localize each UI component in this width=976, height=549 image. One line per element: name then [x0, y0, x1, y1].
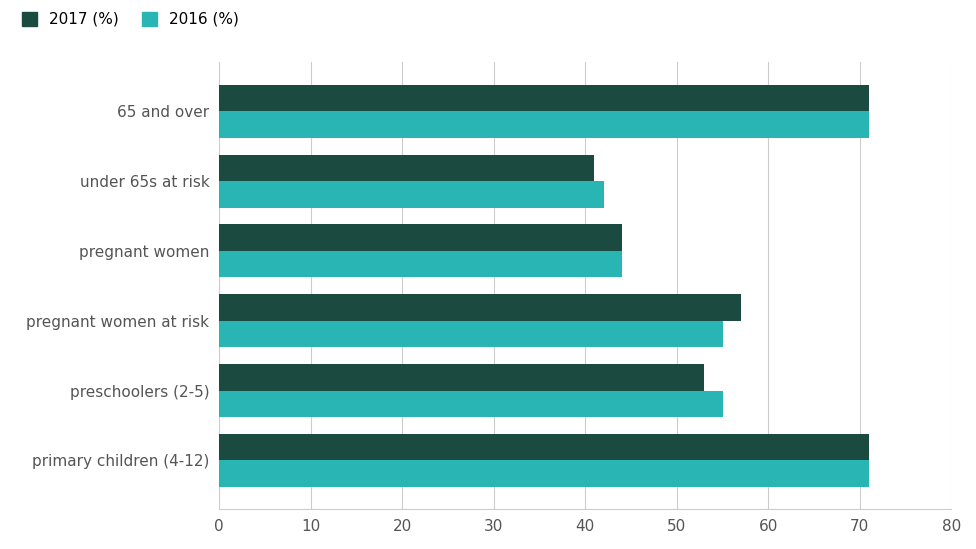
- Bar: [220, 111, 869, 138]
- Bar: [220, 321, 722, 348]
- Bar: [220, 461, 869, 487]
- Bar: [220, 85, 869, 111]
- Bar: [220, 225, 622, 251]
- Bar: [220, 434, 869, 461]
- Bar: [220, 390, 722, 417]
- Bar: [220, 294, 741, 321]
- Legend: 2017 (%), 2016 (%): 2017 (%), 2016 (%): [21, 12, 239, 27]
- Bar: [220, 154, 594, 181]
- Bar: [220, 251, 622, 277]
- Bar: [220, 364, 705, 390]
- Bar: [220, 181, 603, 208]
